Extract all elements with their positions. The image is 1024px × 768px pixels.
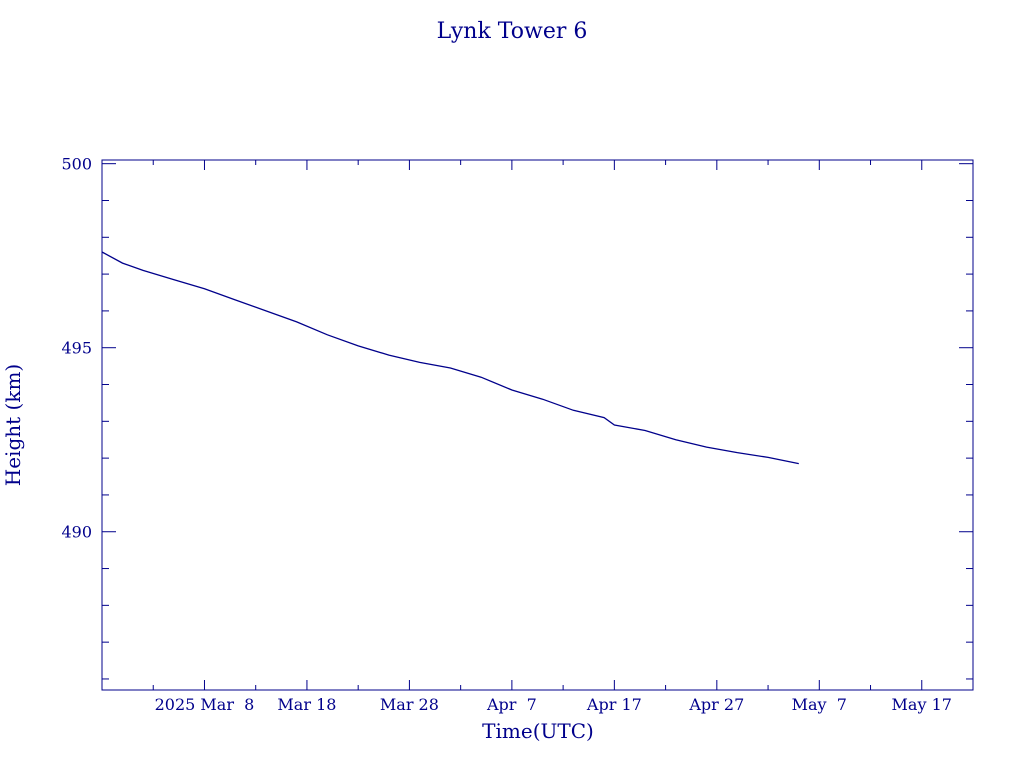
x-tick-label: Apr 7: [486, 695, 537, 714]
x-tick-label: Apr 17: [586, 695, 642, 714]
y-tick-label: 490: [61, 523, 92, 542]
y-tick-label: 495: [61, 339, 92, 358]
x-tick-label: Mar 28: [380, 695, 439, 714]
x-tick-label: May 7: [792, 695, 847, 714]
height-series-line: [101, 251, 799, 465]
y-tick-label: 500: [61, 155, 92, 174]
x-tick-label: 2025 Mar 8: [155, 695, 255, 714]
x-tick-label: Mar 18: [277, 695, 336, 714]
chart-title: Lynk Tower 6: [437, 19, 588, 44]
axis-ticks: [101, 160, 974, 690]
x-axis-label: Time(UTC): [482, 719, 594, 743]
x-tick-label: May 17: [892, 695, 952, 714]
plot-frame: [101, 159, 974, 691]
axis-tick-labels: 2025 Mar 8 Mar 18 Mar 28 Apr 7 Apr 17 Apr 27 M…: [61, 155, 952, 714]
x-tick-label: Apr 27: [688, 695, 744, 714]
y-axis-label: Height (km): [1, 364, 25, 486]
